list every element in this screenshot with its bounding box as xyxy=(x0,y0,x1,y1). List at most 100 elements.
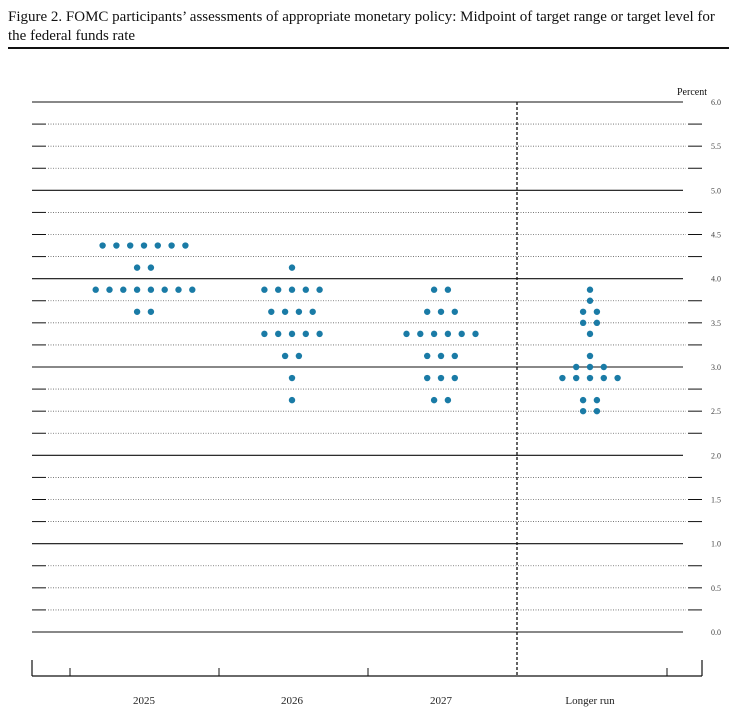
participant-dot xyxy=(120,286,127,293)
participant-dot xyxy=(281,352,289,360)
y-tick-label: 0.5 xyxy=(711,584,721,593)
y-unit-label: Percent xyxy=(677,87,707,98)
participant-dot xyxy=(288,374,296,382)
participant-dot xyxy=(586,374,594,382)
participant-dot xyxy=(261,286,268,293)
title-rule xyxy=(8,47,729,49)
participant-dot xyxy=(147,286,155,293)
participant-dot xyxy=(579,407,587,415)
participant-dot xyxy=(437,308,445,315)
grid-lines xyxy=(32,101,702,633)
y-tick-label: 5.0 xyxy=(711,186,721,195)
participant-dot xyxy=(309,308,316,315)
participant-dot xyxy=(430,396,438,404)
participant-dot xyxy=(559,374,566,382)
participant-dot xyxy=(302,330,309,338)
participant-dot xyxy=(573,374,580,382)
participant-dot xyxy=(99,242,106,249)
participant-dot xyxy=(593,407,601,415)
participant-dot xyxy=(586,363,594,371)
participant-dot xyxy=(147,264,155,271)
participant-dot xyxy=(614,374,621,382)
participant-dot xyxy=(133,308,141,315)
participant-dot xyxy=(133,286,141,293)
participant-dot xyxy=(161,286,168,293)
participant-dot xyxy=(424,352,431,360)
y-tick-label: 6.0 xyxy=(711,98,721,107)
y-tick-label: 3.5 xyxy=(711,319,721,328)
participant-dot xyxy=(127,242,134,249)
y-tick-label: 4.5 xyxy=(711,231,721,240)
participant-dot xyxy=(275,330,282,338)
participant-dot xyxy=(288,396,296,404)
participant-dot xyxy=(437,374,445,382)
participant-dot xyxy=(140,242,148,249)
y-tick-label: 4.0 xyxy=(711,275,721,284)
participant-dot xyxy=(316,330,323,338)
participant-dot xyxy=(444,396,452,404)
participant-dot xyxy=(586,286,594,293)
axes: 0.0 0.5 1.0 1.5 2.0 2.5 3.0 3.5 4.0 4.5 5.0 5.5 6.0 P… xyxy=(31,87,721,707)
participant-dot xyxy=(168,242,175,249)
participant-dot xyxy=(189,286,196,293)
participant-dot xyxy=(430,286,438,293)
participant-dot xyxy=(593,319,601,327)
x-category-label: 2025 xyxy=(133,695,156,707)
participant-dot xyxy=(593,308,601,315)
y-tick-label: 5.5 xyxy=(711,142,721,151)
participant-dot xyxy=(154,242,161,249)
y-tick-label: 3.0 xyxy=(711,363,721,372)
participant-dot xyxy=(600,374,607,382)
participant-dot xyxy=(579,319,587,327)
participant-dot xyxy=(113,242,120,249)
participant-dot xyxy=(288,286,296,293)
participant-dot xyxy=(182,242,189,249)
x-category-label: 2026 xyxy=(281,695,304,707)
participant-dot xyxy=(451,308,458,315)
y-tick-label: 1.5 xyxy=(711,496,721,505)
participant-dot xyxy=(586,352,594,360)
participant-dot xyxy=(472,330,479,338)
participant-dot xyxy=(424,308,431,315)
participant-dot xyxy=(586,330,594,338)
participant-dot xyxy=(281,308,289,315)
participant-dot xyxy=(261,330,268,338)
participant-dot xyxy=(600,363,607,371)
participant-dot xyxy=(106,286,113,293)
figure-title: Figure 2. FOMC participants’ assessments… xyxy=(8,9,715,44)
participant-dot xyxy=(275,286,282,293)
participant-dot xyxy=(302,286,309,293)
participant-dot xyxy=(579,308,587,315)
participant-dot xyxy=(593,396,601,404)
participant-dot xyxy=(444,330,452,338)
participant-dot xyxy=(586,297,594,304)
participant-dot xyxy=(403,330,410,338)
participant-dot xyxy=(444,286,452,293)
participant-dot xyxy=(451,352,458,360)
participant-dot xyxy=(579,396,587,404)
participant-dot xyxy=(316,286,323,293)
x-category-label: 2027 xyxy=(430,695,453,707)
participant-dot xyxy=(92,286,99,293)
participant-dot xyxy=(147,308,155,315)
y-tick-label: 2.0 xyxy=(711,451,721,460)
participant-dot xyxy=(437,352,445,360)
participant-dot xyxy=(295,308,303,315)
participant-dot xyxy=(451,374,458,382)
participant-dot xyxy=(573,363,580,371)
participant-dot xyxy=(424,374,431,382)
y-tick-label: 2.5 xyxy=(711,407,721,416)
y-tick-label: 0.0 xyxy=(711,628,721,637)
x-category-label: Longer run xyxy=(565,695,615,707)
participant-dot xyxy=(288,330,296,338)
participant-dot xyxy=(417,330,424,338)
dots xyxy=(92,242,621,415)
participant-dot xyxy=(133,264,141,271)
participant-dot xyxy=(288,264,296,271)
participant-dot xyxy=(175,286,182,293)
participant-dot xyxy=(295,352,303,360)
participant-dot xyxy=(430,330,438,338)
y-tick-label: 1.0 xyxy=(711,540,721,549)
participant-dot xyxy=(268,308,275,315)
